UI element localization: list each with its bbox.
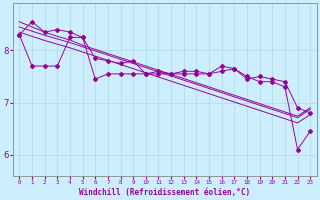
X-axis label: Windchill (Refroidissement éolien,°C): Windchill (Refroidissement éolien,°C) — [79, 188, 250, 197]
